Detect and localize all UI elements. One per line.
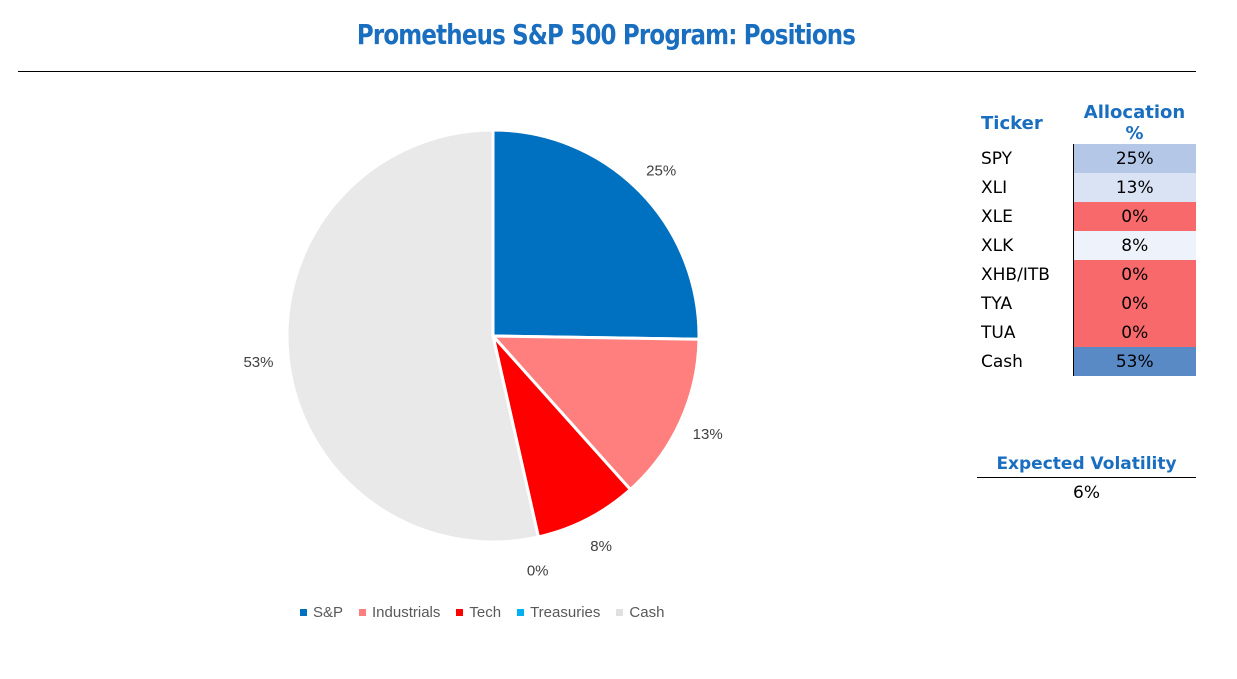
legend-swatch-s-p: [300, 609, 307, 616]
volatility-divider: [977, 477, 1196, 478]
table-row-spy: SPY 25%: [977, 144, 1196, 173]
pie-slice-s-p: [491, 128, 701, 341]
table-row-tua: TUA 0%: [977, 318, 1196, 347]
ticker-cell: XLK: [981, 235, 1014, 256]
allocation-cell: 0%: [1072, 318, 1196, 347]
legend-item-cash: Cash: [616, 604, 664, 621]
allocation-column-header: Allocation %: [1083, 102, 1186, 144]
legend-label-treasuries: Treasuries: [530, 604, 601, 621]
table-row-xlk: XLK 8%: [977, 231, 1196, 260]
allocation-table: Ticker Allocation % SPY 25% XLI 13% XLE 0% XLK…: [977, 102, 1196, 376]
ticker-cell: XLE: [981, 206, 1013, 227]
ticker-column-header: Ticker: [981, 112, 1043, 134]
expected-volatility-label: Expected Volatility: [996, 454, 1177, 474]
allocation-cell: 8%: [1072, 231, 1196, 260]
pie-label-tech: 8%: [590, 538, 612, 555]
table-row-xli: XLI 13%: [977, 173, 1196, 202]
allocation-cell: 13%: [1072, 173, 1196, 202]
legend-item-industrials: Industrials: [359, 604, 440, 621]
ticker-cell: XLI: [981, 177, 1008, 198]
pie-slice-cash: [285, 128, 541, 544]
pie-label-cash: 53%: [243, 354, 273, 371]
allocation-cell: 0%: [1072, 289, 1196, 318]
pie-slices: [285, 128, 701, 544]
legend-label-s-p: S&P: [313, 604, 344, 621]
pie-label-industrials: 13%: [693, 426, 723, 443]
chart-legend: S&P Industrials Tech Treasuries Cash: [300, 604, 680, 621]
pie-chart: 25% 13% 8% 0% 53%: [243, 128, 723, 579]
ticker-cell: XHB/ITB: [981, 264, 1050, 285]
allocation-table-header: Ticker Allocation %: [977, 102, 1196, 144]
allocation-cell: 0%: [1072, 202, 1196, 231]
legend-label-industrials: Industrials: [372, 604, 441, 621]
legend-label-cash: Cash: [629, 604, 665, 621]
legend-item-tech: Tech: [456, 604, 501, 621]
allocation-cell: 0%: [1072, 260, 1196, 289]
pie-label-s-p: 25%: [646, 162, 676, 179]
legend-swatch-tech: [456, 609, 464, 616]
ticker-cell: Cash: [981, 351, 1023, 372]
table-row-xle: XLE 0%: [977, 202, 1196, 231]
pie-slice-industrials: [489, 334, 701, 492]
legend-swatch-industrials: [359, 609, 367, 616]
ticker-cell: SPY: [981, 148, 1013, 169]
ticker-cell: TUA: [981, 322, 1016, 343]
allocation-cell: 25%: [1072, 144, 1196, 173]
table-row-xhb-itb: XHB/ITB 0%: [977, 260, 1196, 289]
legend-swatch-treasuries: [517, 609, 525, 616]
pie-label-treasuries: 0%: [527, 562, 549, 579]
table-row-cash: Cash 53%: [977, 347, 1196, 376]
title-divider: [18, 71, 1196, 72]
ticker-cell: TYA: [981, 293, 1013, 314]
page-title: Prometheus S&P 500 Program: Positions: [356, 18, 856, 51]
table-row-tya: TYA 0%: [977, 289, 1196, 318]
allocation-cell: 53%: [1072, 347, 1196, 376]
legend-label-tech: Tech: [469, 604, 502, 621]
legend-item-s-p: S&P: [300, 604, 343, 621]
expected-volatility-value: 6%: [1073, 483, 1100, 503]
pie-data-labels: 25% 13% 8% 0% 53%: [243, 162, 722, 579]
legend-item-treasuries: Treasuries: [517, 604, 600, 621]
legend-swatch-cash: [616, 609, 624, 616]
